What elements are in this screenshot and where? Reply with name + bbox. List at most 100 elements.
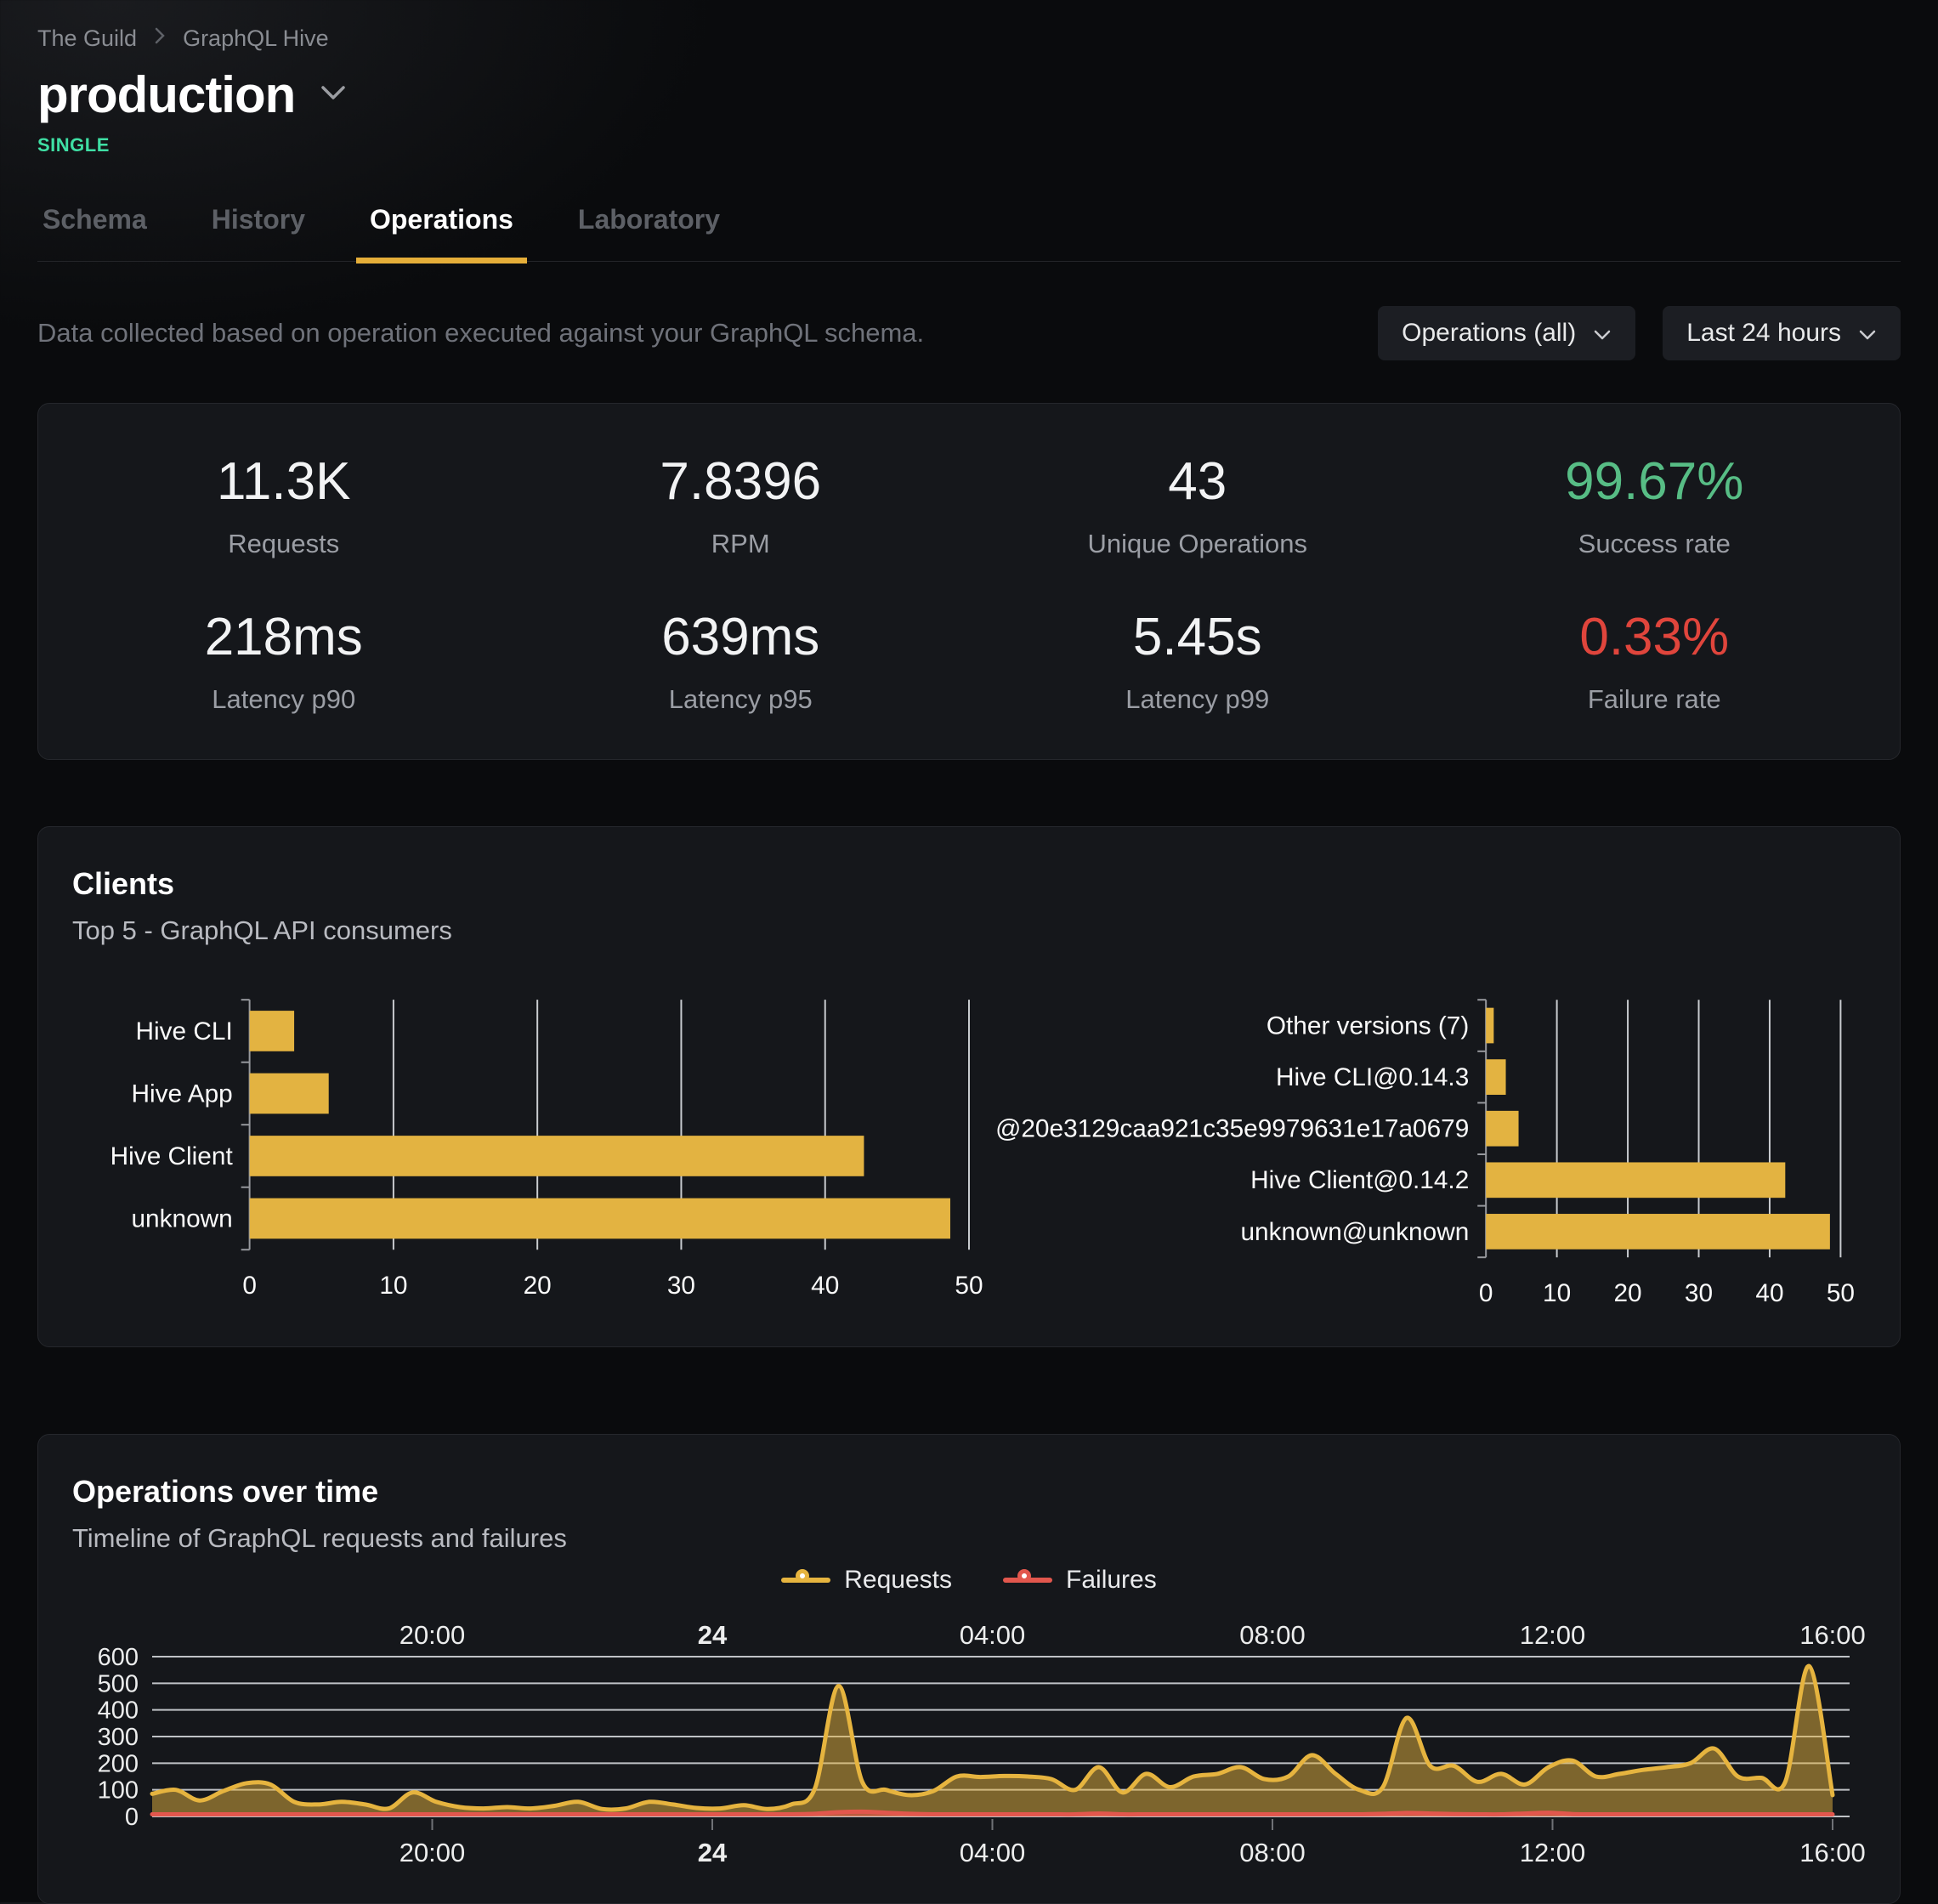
- page-title: production: [37, 66, 296, 123]
- x-tick-label-top: 24: [698, 1620, 728, 1650]
- x-tick-label: 20: [1613, 1279, 1641, 1307]
- timeline-chart-wrap: 0 100 200 300 400 500 600 20:00 20:00 24 24 04:00 04…: [72, 1617, 1866, 1878]
- legend-label: Failures: [1066, 1566, 1157, 1594]
- x-tick-label-top: 12:00: [1520, 1620, 1586, 1650]
- chevron-down-icon[interactable]: [319, 83, 348, 106]
- chevron-down-icon: [1593, 319, 1612, 348]
- x-tick-label-bottom: 24: [698, 1838, 728, 1867]
- bar: [249, 1136, 864, 1176]
- stat-value: 11.3K: [217, 452, 351, 511]
- category-label: Hive CLI@0.14.3: [1276, 1063, 1469, 1091]
- stat-label: Requests: [228, 529, 340, 558]
- tab-bar: Schema History Operations Laboratory: [37, 204, 1901, 264]
- stat-value: 5.45s: [1132, 608, 1262, 666]
- category-label: unknown@unknown: [1240, 1218, 1469, 1246]
- breadcrumb-project[interactable]: GraphQL Hive: [183, 26, 329, 51]
- y-tick-label: 500: [98, 1670, 139, 1697]
- legend-item-requests: Requests: [781, 1566, 952, 1595]
- requests-line: [150, 1663, 1835, 1812]
- stats-summary-card: 11.3K Requests 7.8396 RPM 43 Unique Oper…: [37, 403, 1901, 760]
- failures-series-icon: [1003, 1568, 1053, 1592]
- x-tick-label-top: 08:00: [1239, 1620, 1306, 1650]
- stat-label: Success rate: [1578, 529, 1731, 558]
- failures-line: [150, 1809, 1835, 1817]
- bar: [1485, 1110, 1519, 1147]
- stat-latency-p95: 639ms Latency p95: [513, 607, 970, 715]
- y-tick-label: 200: [98, 1750, 139, 1777]
- breadcrumb: The Guild GraphQL Hive: [37, 26, 1901, 52]
- status-badge: SINGLE: [37, 134, 110, 156]
- category-label: unknown: [131, 1204, 232, 1232]
- x-tick-label: 30: [1685, 1279, 1713, 1307]
- x-tick-label: 50: [1827, 1279, 1855, 1307]
- bar: [1485, 1162, 1786, 1198]
- stat-value: 639ms: [661, 608, 820, 666]
- stat-failure-rate: 0.33% Failure rate: [1426, 607, 1884, 715]
- x-tick-label: 40: [811, 1272, 839, 1300]
- tab-laboratory[interactable]: Laboratory: [577, 204, 721, 235]
- x-tick-label: 40: [1755, 1279, 1783, 1307]
- operations-over-time-title: Operations over time: [72, 1474, 379, 1509]
- x-tick-label-top: 16:00: [1799, 1620, 1866, 1650]
- target-title-row: production: [37, 65, 1901, 124]
- stat-label: Latency p95: [668, 684, 813, 714]
- category-label: Hive CLI: [135, 1017, 232, 1046]
- clients-charts-row: Hive CLI Hive App Hive Client unknown 0 10 20 3…: [72, 999, 1866, 1312]
- bar: [1485, 1007, 1494, 1044]
- timeline-legend: Requests Failures: [72, 1566, 1866, 1595]
- stat-value: 7.8396: [660, 452, 822, 511]
- category-label: Hive Client@0.14.2: [1250, 1166, 1469, 1194]
- stat-label: Failure rate: [1587, 684, 1721, 714]
- breadcrumb-org[interactable]: The Guild: [37, 26, 138, 51]
- y-tick-label: 400: [98, 1697, 139, 1725]
- stat-latency-p90: 218ms Latency p90: [55, 607, 513, 715]
- x-tick-label-bottom: 20:00: [400, 1838, 466, 1867]
- bar: [1485, 1214, 1830, 1250]
- x-tick-label-bottom: 04:00: [960, 1838, 1026, 1867]
- stat-unique-operations: 43 Unique Operations: [969, 451, 1426, 559]
- stat-value: 0.33%: [1579, 608, 1730, 666]
- clients-subtitle: Top 5 - GraphQL API consumers: [72, 915, 452, 945]
- x-tick-label-bottom: 12:00: [1520, 1838, 1586, 1867]
- stat-label: Unique Operations: [1087, 529, 1308, 558]
- time-range-select[interactable]: Last 24 hours: [1663, 306, 1901, 360]
- stat-label: RPM: [711, 529, 770, 558]
- stat-label: Latency p99: [1125, 684, 1270, 714]
- y-tick-label: 600: [98, 1644, 139, 1671]
- stat-value: 218ms: [204, 608, 363, 666]
- x-tick-label-top: 20:00: [400, 1620, 466, 1650]
- stat-requests: 11.3K Requests: [55, 451, 513, 559]
- category-label: Hive App: [131, 1080, 232, 1108]
- stat-success-rate: 99.67% Success rate: [1426, 451, 1884, 559]
- bar: [249, 1198, 950, 1239]
- tab-schema[interactable]: Schema: [42, 204, 147, 235]
- operations-filter-select[interactable]: Operations (all): [1378, 306, 1636, 360]
- requests-area: [152, 1665, 1833, 1816]
- tab-operations[interactable]: Operations: [355, 204, 527, 264]
- bar: [249, 1011, 295, 1051]
- toolbar: Data collected based on operation execut…: [37, 306, 1901, 360]
- stat-latency-p99: 5.45s Latency p99: [969, 607, 1426, 715]
- category-label: Hive Client: [110, 1142, 234, 1170]
- y-tick-label: 0: [125, 1804, 139, 1831]
- filters: Operations (all) Last 24 hours: [1378, 306, 1901, 360]
- legend-label: Requests: [844, 1566, 953, 1594]
- clients-card: Clients Top 5 - GraphQL API consumers Hi…: [37, 826, 1901, 1347]
- x-tick-label: 10: [1543, 1279, 1571, 1307]
- category-label: Hive App@20e3129caa921c35e9979631e17a067…: [994, 1115, 1469, 1143]
- requests-series-icon: [781, 1568, 831, 1592]
- tab-history[interactable]: History: [211, 204, 305, 235]
- operations-filter-value: Operations (all): [1402, 319, 1577, 347]
- stat-value: 43: [1168, 452, 1227, 511]
- x-tick-label: 10: [379, 1272, 407, 1300]
- time-range-value: Last 24 hours: [1686, 319, 1841, 347]
- x-tick-label: 20: [524, 1272, 552, 1300]
- category-label: Other versions (7): [1266, 1012, 1469, 1040]
- page-description: Data collected based on operation execut…: [37, 318, 925, 348]
- x-tick-label: 0: [242, 1272, 257, 1300]
- chevron-right-icon: [154, 26, 166, 52]
- x-tick-label-top: 04:00: [960, 1620, 1026, 1650]
- chevron-down-icon: [1858, 319, 1877, 348]
- y-tick-label: 100: [98, 1777, 139, 1805]
